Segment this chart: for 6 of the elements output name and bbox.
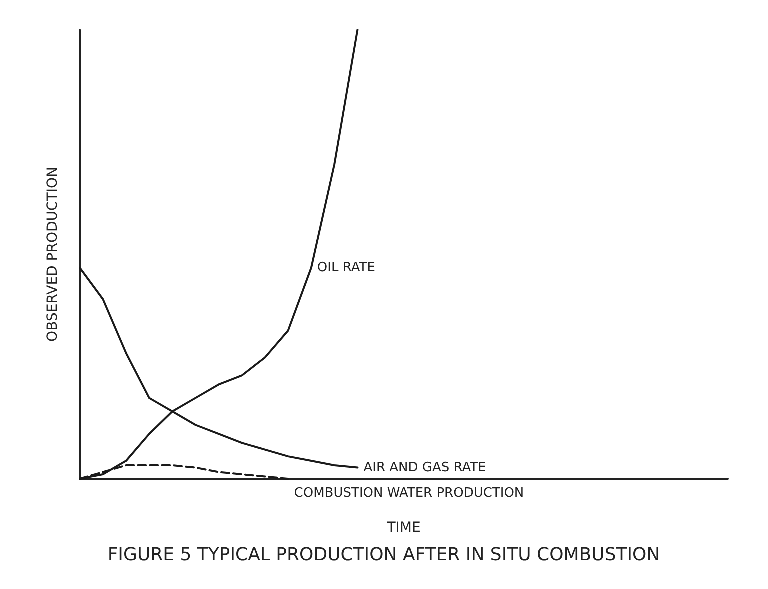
x-axis-title: TIME [386, 520, 421, 536]
series-label: COMBUSTION WATER PRODUCTION [294, 486, 524, 501]
series-label: AIR AND GAS RATE [364, 460, 486, 476]
y-axis-title: OBSERVED PRODUCTION [45, 167, 61, 342]
series-label: OIL RATE [317, 260, 376, 276]
text: FIGURE 5 TYPICAL PRODUCTION AFTER IN SITU COMBUSTION [108, 544, 660, 566]
